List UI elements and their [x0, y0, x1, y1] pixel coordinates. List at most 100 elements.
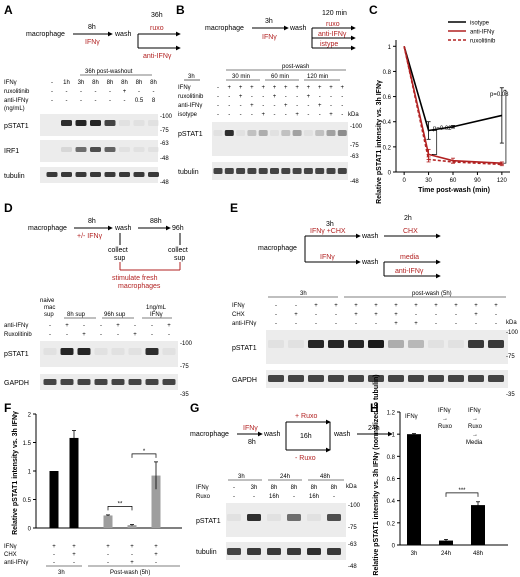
g-tub-band-4 [307, 548, 321, 555]
a-pstat1-band-4 [104, 120, 116, 126]
g-marker-2: -75 [348, 525, 357, 531]
d-marker-1: -100 [180, 341, 193, 347]
f-chx-0: - [53, 552, 55, 558]
e-marker-2: -75 [506, 354, 515, 360]
b-rux-7: - [296, 94, 298, 100]
e-row-chx: CHX [232, 312, 245, 318]
b-pstat1-band-6 [281, 130, 291, 136]
h-head-3e: Media [466, 440, 483, 446]
c-legend-label-2: ruxolitinib [470, 39, 496, 45]
e-ifn-0: - [275, 303, 277, 309]
h-head-3c: Ruxo [468, 424, 483, 430]
g-tub-band-5 [327, 548, 341, 555]
e-gapdh-band-4 [348, 375, 364, 382]
a-ifn-4: 8h [107, 80, 114, 86]
b-bands [213, 130, 347, 174]
b-row-ifn: IFNγ [178, 85, 191, 91]
e-chx-9: - [455, 312, 457, 318]
a-start: macrophage [26, 31, 65, 38]
b-tub-band-2 [236, 168, 246, 174]
f-anti-1: - [73, 560, 75, 566]
b-tub-band-0 [213, 168, 223, 174]
b-anti-1: - [228, 103, 230, 109]
b-anti-2: - [240, 103, 242, 109]
d-bands [43, 348, 176, 385]
d-blot-label-2: GAPDH [4, 380, 29, 387]
a-irf1-band-3 [90, 147, 101, 152]
b-rux-0: - [217, 94, 219, 100]
a-rux-1: - [66, 89, 68, 95]
g-treatment-symbols: - 3h 8h 8h 8h 8h - - 16h - 16h - [233, 485, 337, 500]
c-ytick-label-2: 0.4 [383, 120, 392, 126]
a-pstat1-band-5 [119, 120, 130, 126]
e-ifn-4: + [354, 303, 358, 309]
h-ytick-label-4: 0.8 [387, 455, 396, 461]
b-iso-4: + [261, 112, 265, 118]
d-col-dose: 1ng/mL [146, 305, 167, 311]
b-arm1: ruxo [326, 21, 340, 28]
b-iso-9: - [319, 112, 321, 118]
g-rux-2: 16h [269, 494, 279, 500]
b-rux-3: - [251, 94, 253, 100]
g-t1: 8h [248, 439, 256, 446]
e-gapdh-band-8 [428, 375, 444, 382]
h-plot: 3h 24h 48h *** [407, 433, 485, 557]
g-t2: 16h [300, 433, 312, 440]
b-rux-9: - [319, 94, 321, 100]
a-rux-4: - [109, 89, 111, 95]
e-chx-11: - [495, 312, 497, 318]
panel-letter-h: H [370, 401, 379, 415]
e-pstat1-band-7 [408, 340, 424, 348]
e-t1: 3h [326, 221, 334, 228]
d-blot-label-1: pSTAT1 [4, 351, 29, 358]
d-pstat1-band-4 [111, 348, 125, 355]
e-gapdh-band-2 [308, 375, 324, 382]
e-ifn-7: + [414, 303, 418, 309]
b-ifn-11: + [341, 85, 345, 91]
f-bar-3 [127, 525, 137, 528]
g-rux-1: - [253, 494, 255, 500]
a-marker-2: -75 [160, 128, 169, 134]
b-marker-2: -75 [350, 143, 359, 149]
b-row-rux: ruxolitinib [178, 94, 204, 100]
e-start: macrophage [258, 245, 297, 252]
e-pstat1-band-2 [308, 340, 324, 348]
a-t1: 8h [88, 24, 96, 31]
d-ifn: +/- IFNγ [77, 233, 103, 240]
a-tub-band-4 [104, 172, 116, 177]
d-rux-2: + [82, 332, 86, 338]
e-pstat1-band-8 [428, 340, 444, 348]
g-pstat1-band-2 [267, 514, 281, 521]
f-anti-2: - [107, 560, 109, 566]
b-ifn: IFNγ [262, 34, 277, 41]
a-tub-band-7 [148, 172, 159, 177]
b-row-iso: isotype [178, 112, 198, 118]
f-bar-0 [49, 471, 59, 528]
a-blot-label-3: tubulin [4, 173, 25, 180]
a-row-anti: anti-IFNγ [4, 98, 28, 104]
b-iso-5: - [274, 112, 276, 118]
a-ifn-1: 1h [63, 80, 70, 86]
b-t2: 120 min [322, 10, 347, 17]
e-chx-4: + [354, 312, 358, 318]
panel-g: G macrophage IFNγ 8h wash + Ruxo 16h - R… [190, 401, 393, 570]
panel-letter-b: B [176, 3, 185, 17]
b-rux-10: - [330, 94, 332, 100]
d-rux-7: - [168, 332, 170, 338]
c-xtick-label-4: 120 [497, 178, 508, 184]
c-p2: p=0.08 [490, 92, 509, 98]
h-head-3d: → [472, 432, 478, 438]
h-head-2b: → [442, 416, 448, 422]
a-pstat1-band-7 [148, 120, 159, 126]
d-start: macrophage [28, 225, 67, 232]
d-marker-2: -75 [180, 364, 189, 370]
d-pstat1-band-1 [60, 348, 74, 355]
b-iso-7: + [295, 112, 299, 118]
a-pstat1-band-6 [133, 120, 145, 126]
panel-letter-e: E [230, 201, 238, 215]
e-ifn-3: + [334, 303, 338, 309]
d-row-rux: Ruxolitinib [4, 332, 32, 338]
d-collect-1: collect [108, 247, 128, 254]
d-gapdh-band-4 [111, 379, 125, 385]
